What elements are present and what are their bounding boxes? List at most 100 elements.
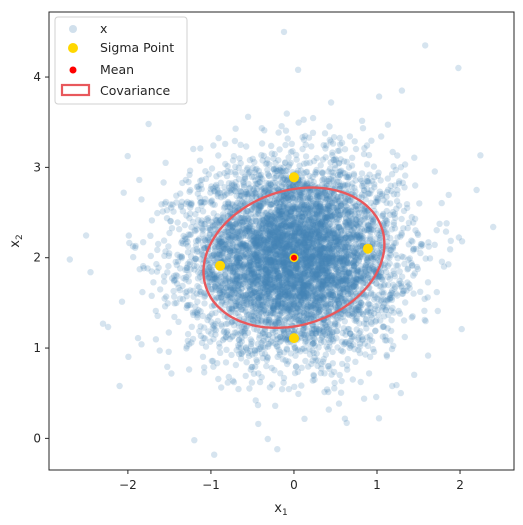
- sample-point: [171, 293, 178, 300]
- sample-point: [328, 247, 336, 254]
- sample-point: [276, 146, 283, 153]
- sample-point: [359, 337, 366, 344]
- sample-point: [267, 307, 275, 315]
- sample-point: [291, 206, 298, 213]
- sample-point: [332, 276, 339, 283]
- sample-point: [359, 125, 367, 132]
- sample-point: [276, 272, 283, 280]
- sample-point: [391, 225, 399, 232]
- sample-point: [331, 385, 338, 392]
- sample-point: [300, 180, 308, 187]
- sample-point: [233, 347, 240, 354]
- sample-point: [384, 220, 391, 227]
- sample-point: [438, 258, 446, 265]
- sample-point: [307, 224, 314, 231]
- sample-point: [233, 272, 240, 279]
- sample-point: [219, 211, 227, 218]
- sample-point: [183, 343, 190, 350]
- sample-point: [302, 293, 310, 300]
- sample-point: [375, 93, 383, 100]
- sample-point: [309, 330, 316, 337]
- sample-point: [209, 252, 216, 259]
- sample-point: [243, 143, 250, 150]
- sample-point: [276, 225, 283, 232]
- sample-point: [278, 246, 285, 253]
- sample-point: [387, 294, 394, 301]
- sample-point: [296, 193, 304, 200]
- sample-point: [275, 129, 282, 136]
- sample-point: [268, 201, 275, 208]
- sample-point: [346, 344, 353, 352]
- sample-point: [404, 279, 411, 286]
- sample-point: [408, 237, 415, 244]
- sample-point: [299, 195, 307, 202]
- sample-point: [185, 278, 192, 285]
- sample-point: [316, 296, 323, 303]
- sample-point: [239, 246, 247, 254]
- sample-point: [140, 239, 147, 246]
- sample-point: [202, 168, 209, 175]
- sample-point: [219, 297, 226, 305]
- sample-point: [231, 137, 239, 145]
- sample-point: [336, 147, 343, 154]
- sample-point: [306, 334, 313, 341]
- sample-point: [255, 294, 262, 302]
- sample-point: [294, 277, 301, 284]
- sample-point: [349, 154, 356, 161]
- sample-point: [258, 374, 265, 381]
- sample-point: [296, 293, 303, 300]
- sample-point: [350, 282, 357, 290]
- sample-point: [230, 153, 238, 160]
- sample-point: [184, 330, 192, 338]
- sample-point: [422, 317, 429, 325]
- sample-point: [215, 243, 222, 250]
- sample-point: [248, 302, 255, 309]
- sample-point: [232, 125, 239, 132]
- sample-point: [370, 202, 377, 209]
- sample-point: [351, 225, 358, 232]
- sample-point: [274, 274, 282, 281]
- sample-point: [301, 415, 308, 422]
- sample-point: [221, 245, 228, 252]
- sample-point: [247, 301, 254, 308]
- sample-point: [250, 289, 257, 296]
- sample-point: [329, 255, 336, 262]
- sample-point: [179, 179, 186, 187]
- sample-point: [239, 263, 246, 271]
- sample-point: [205, 171, 212, 178]
- sample-point: [360, 150, 368, 158]
- sample-point: [275, 157, 282, 164]
- sample-point: [132, 242, 139, 250]
- sample-point: [285, 274, 293, 281]
- sample-point: [303, 159, 310, 167]
- sample-point: [310, 244, 317, 251]
- sample-point: [446, 246, 454, 253]
- sample-point: [357, 378, 364, 386]
- sample-point: [253, 253, 260, 260]
- sample-point: [275, 293, 282, 300]
- sample-point: [282, 357, 289, 364]
- sample-point: [329, 228, 336, 235]
- sample-point: [308, 228, 316, 235]
- sample-point: [138, 341, 145, 348]
- sample-point: [409, 247, 417, 254]
- sample-point: [242, 372, 249, 380]
- sample-point: [246, 385, 253, 392]
- sample-point: [304, 193, 311, 201]
- sample-point: [330, 211, 337, 218]
- sample-point: [157, 286, 164, 293]
- sample-point: [308, 263, 315, 270]
- sample-point: [367, 190, 374, 197]
- sample-point: [340, 248, 347, 256]
- sample-point: [380, 289, 387, 296]
- sample-point: [286, 221, 294, 228]
- sample-point: [215, 237, 222, 244]
- sample-point: [351, 231, 358, 238]
- sample-point: [336, 371, 343, 379]
- sample-point: [242, 291, 250, 299]
- sample-point: [171, 313, 178, 321]
- sample-point: [193, 245, 200, 253]
- sample-point: [210, 142, 217, 149]
- sample-point: [322, 274, 329, 281]
- sample-point: [225, 231, 232, 239]
